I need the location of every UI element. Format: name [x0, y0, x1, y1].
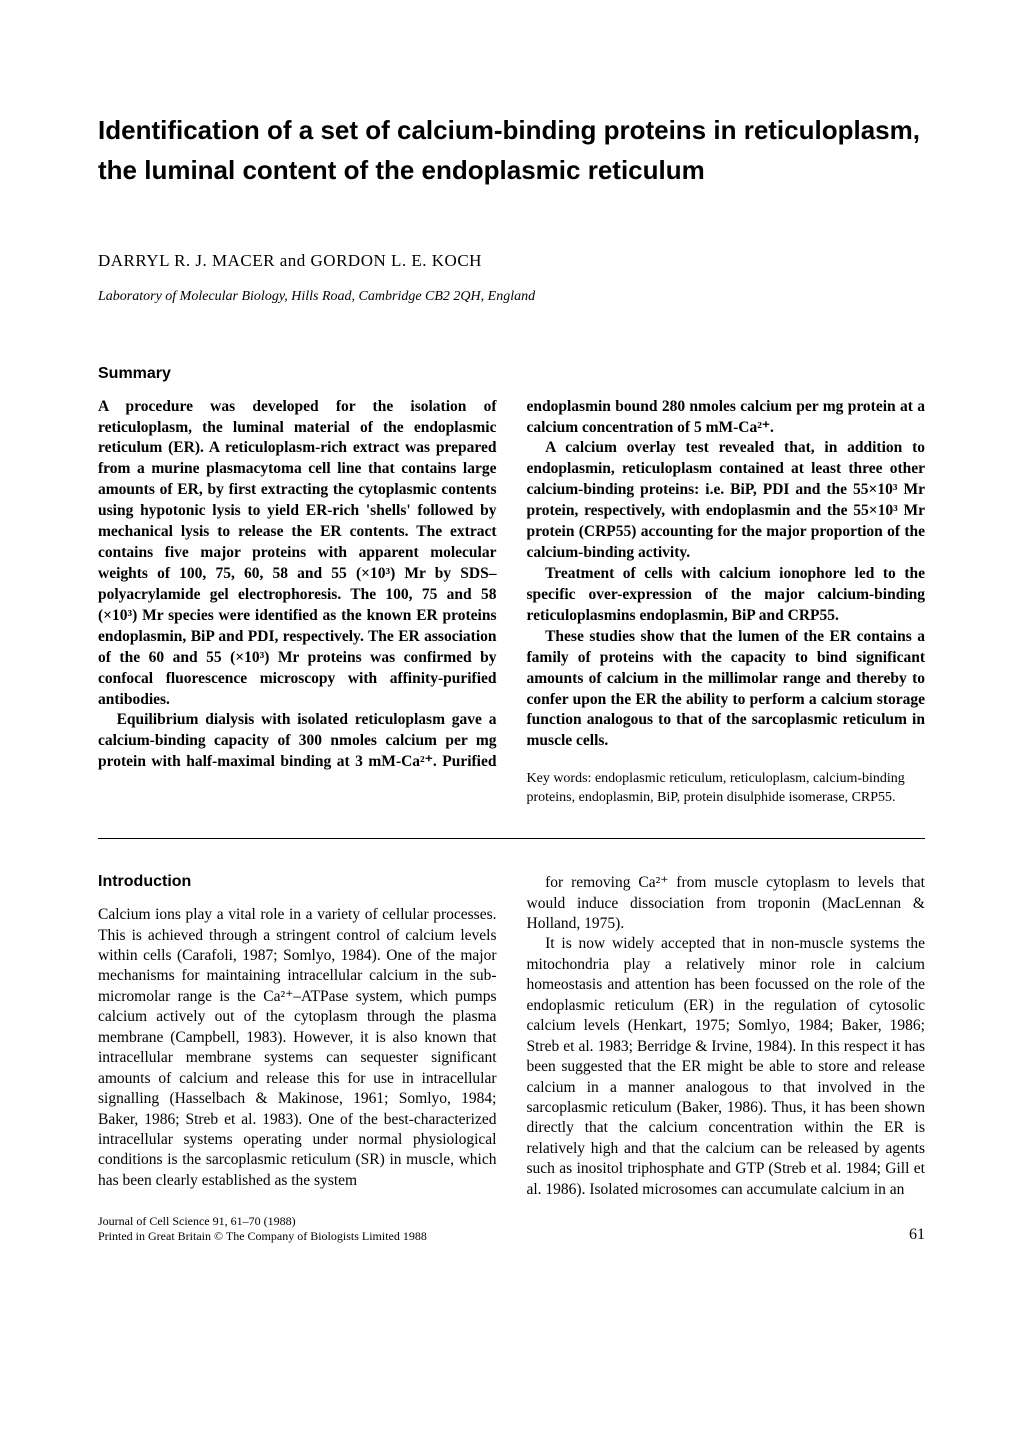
summary-para: A procedure was developed for the isolat… [98, 397, 497, 711]
summary-heading: Summary [98, 365, 925, 383]
section-divider [98, 838, 925, 839]
intro-para: for removing Ca²⁺ from muscle cytoplasm … [527, 873, 926, 934]
intro-para: Calcium ions play a vital role in a vari… [98, 905, 497, 1191]
introduction-body: Calcium ions play a vital role in a vari… [98, 873, 925, 1200]
summary-para: Treatment of cells with calcium ionophor… [527, 564, 926, 627]
journal-line: Journal of Cell Science 91, 61–70 (1988) [98, 1214, 427, 1229]
authors: DARRYL R. J. MACER and GORDON L. E. KOCH [98, 251, 925, 271]
introduction-heading: Introduction [98, 873, 497, 891]
affiliation: Laboratory of Molecular Biology, Hills R… [98, 289, 925, 305]
copyright-line: Printed in Great Britain © The Company o… [98, 1229, 427, 1244]
keywords: Key words: endoplasmic reticulum, reticu… [527, 770, 926, 808]
introduction-block: Introduction Calcium ions play a vital r… [98, 873, 925, 1200]
summary-body: A procedure was developed for the isolat… [98, 397, 925, 808]
keywords-label: Key words: [527, 771, 592, 786]
page: Identification of a set of calcium-bindi… [0, 0, 1020, 1284]
page-footer: Journal of Cell Science 91, 61–70 (1988)… [98, 1200, 925, 1244]
paper-title: Identification of a set of calcium-bindi… [98, 110, 925, 191]
intro-para: It is now widely accepted that in non-mu… [527, 934, 926, 1200]
page-number: 61 [909, 1226, 925, 1244]
summary-para: A calcium overlay test revealed that, in… [527, 438, 926, 564]
summary-para: These studies show that the lumen of the… [527, 627, 926, 753]
journal-citation: Journal of Cell Science 91, 61–70 (1988)… [98, 1214, 427, 1244]
